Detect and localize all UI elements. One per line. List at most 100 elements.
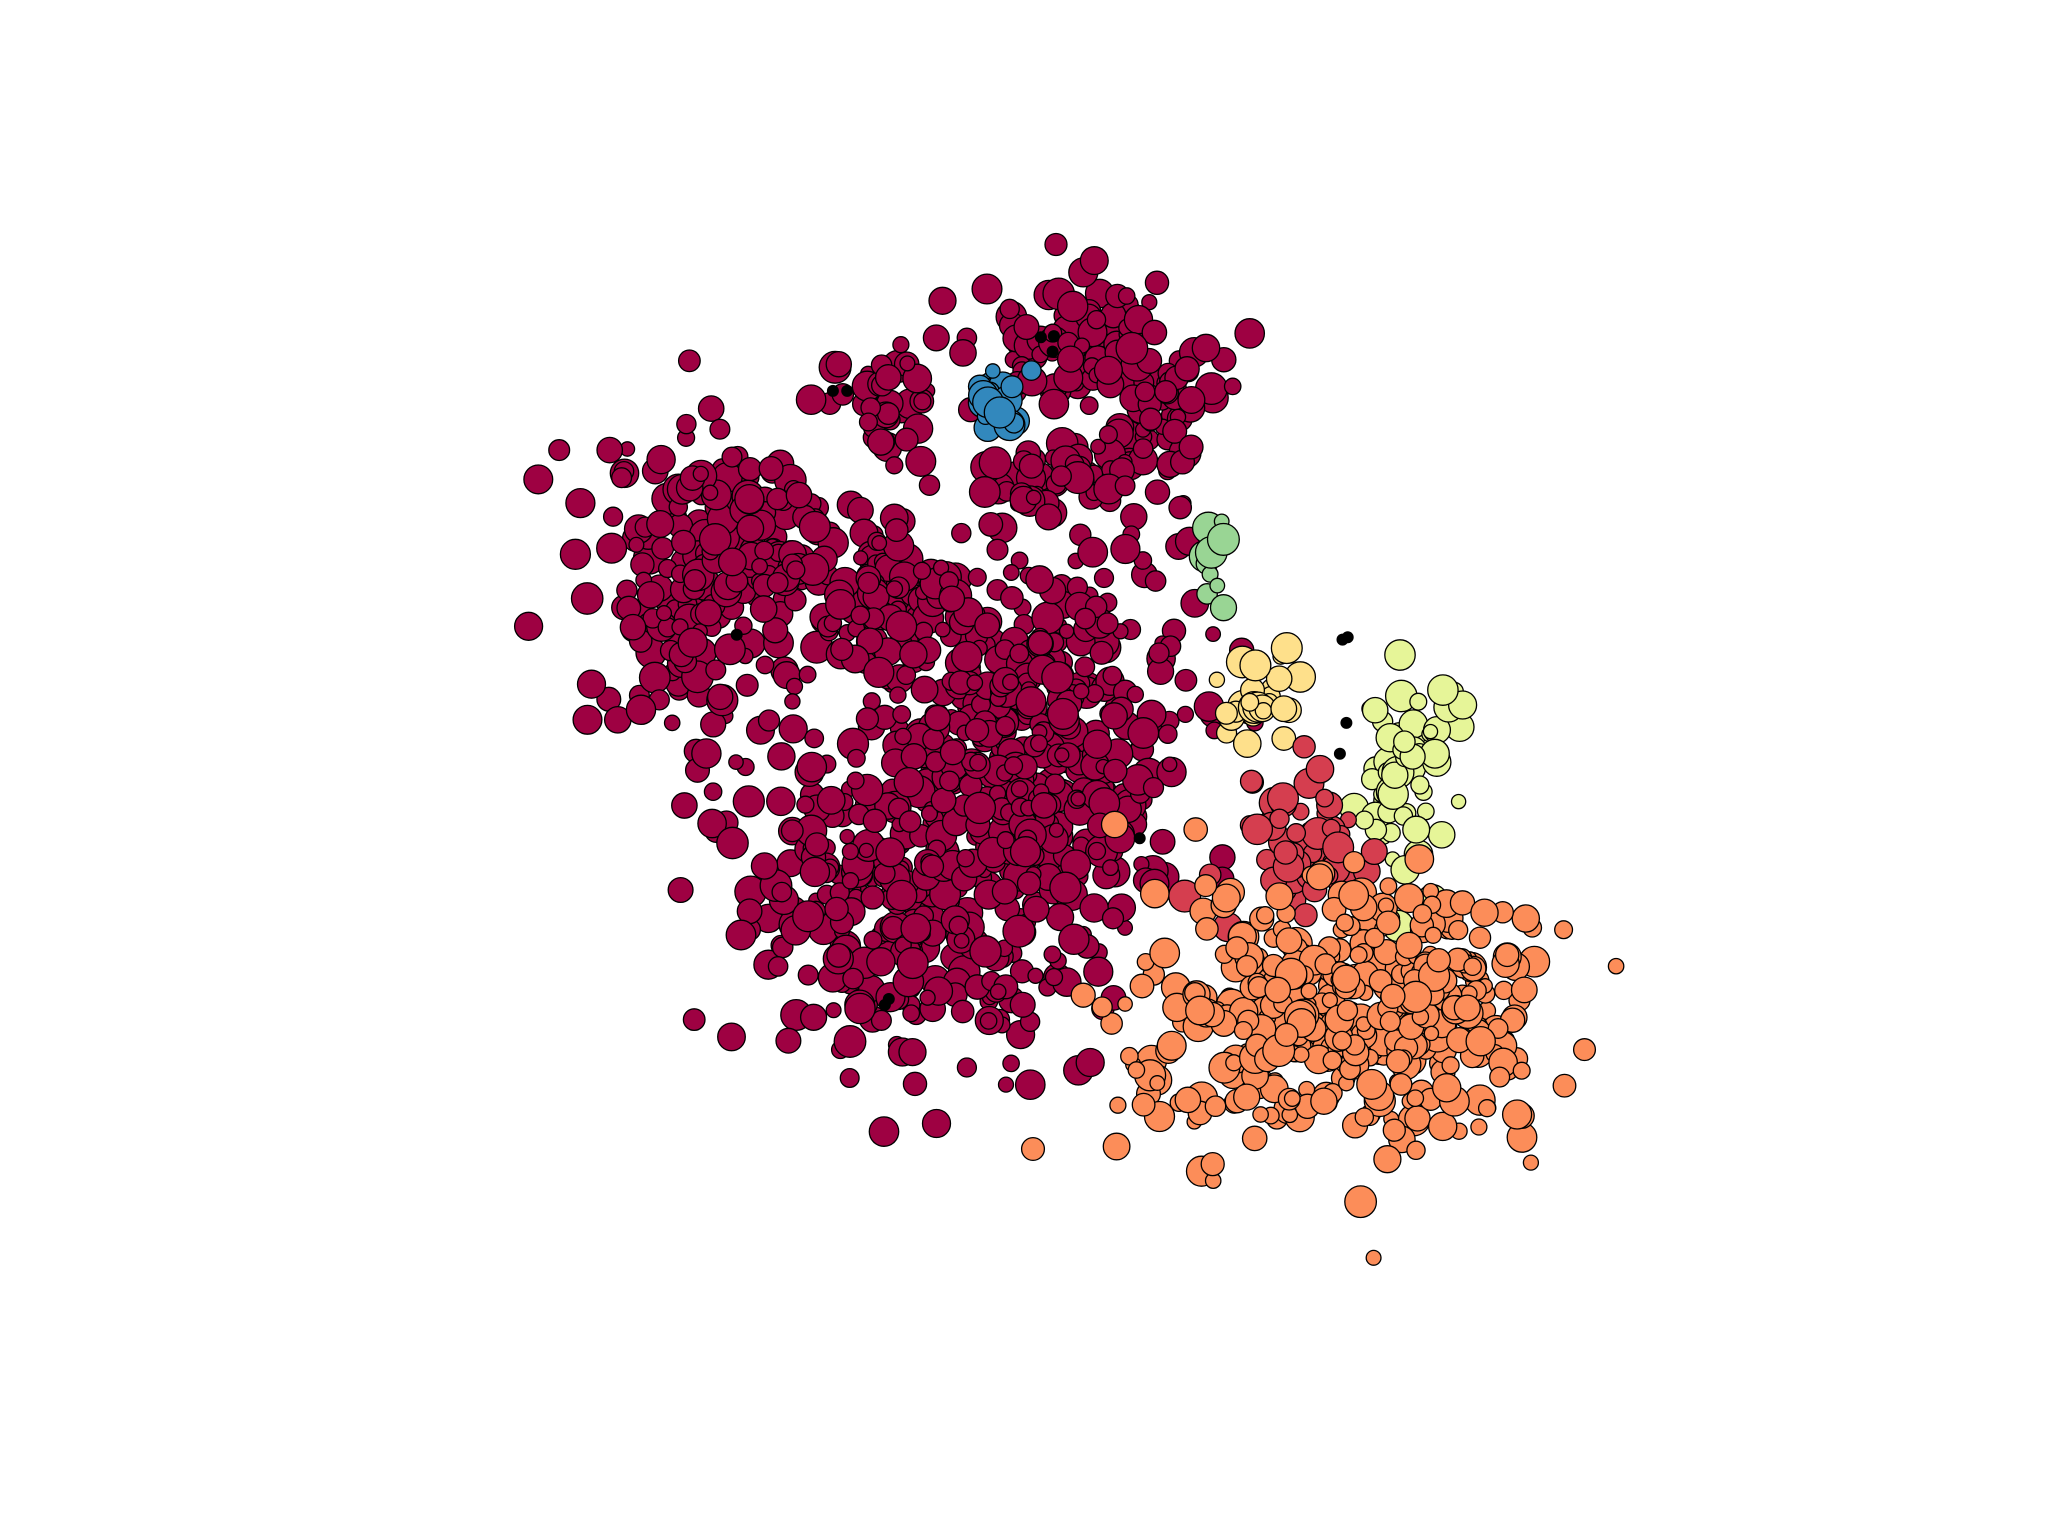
- scatter-point: [1332, 1030, 1352, 1051]
- scatter-point: [1292, 1046, 1310, 1063]
- scatter-point: [1000, 375, 1024, 399]
- scatter-point: [1470, 1118, 1488, 1136]
- scatter-point: [1427, 1111, 1458, 1142]
- scatter-point: [1013, 313, 1040, 341]
- scatter-point: [986, 538, 1009, 561]
- scatter-point: [1056, 345, 1085, 373]
- scatter-point: [978, 511, 1004, 537]
- scatter-point: [1494, 980, 1514, 1001]
- scatter-point: [1335, 913, 1354, 932]
- noise-point: [1034, 331, 1047, 344]
- scatter-point: [1305, 754, 1335, 784]
- scatter-point: [825, 1002, 842, 1019]
- scatter-point: [922, 324, 950, 352]
- scatter-point: [1271, 726, 1297, 751]
- scatter-point: [1322, 1050, 1343, 1071]
- scatter-point: [1381, 761, 1409, 789]
- scatter-point: [1393, 730, 1416, 754]
- scatter-point: [974, 612, 1001, 639]
- scatter-point: [830, 637, 854, 662]
- scatter-point: [1083, 956, 1114, 987]
- scatter-point: [1149, 828, 1176, 855]
- scatter-point: [841, 842, 860, 861]
- scatter-point: [1117, 996, 1133, 1012]
- scatter-point: [999, 298, 1020, 320]
- cluster-mint: [1188, 511, 1240, 622]
- scatter-point: [1002, 914, 1036, 948]
- scatter-point: [1058, 623, 1075, 640]
- scatter-point: [939, 770, 960, 792]
- scatter-point: [758, 455, 784, 482]
- scatter-point: [870, 1009, 892, 1031]
- scatter-point: [698, 523, 732, 556]
- scatter-point: [1232, 729, 1262, 758]
- scatter-point: [924, 704, 951, 732]
- scatter-point: [1204, 1095, 1227, 1118]
- scatter-point: [1044, 773, 1066, 795]
- scatter-point: [570, 582, 604, 615]
- scatter-point: [611, 467, 633, 489]
- scatter-point: [713, 633, 746, 666]
- scatter-point: [1209, 577, 1226, 594]
- scatter-point: [691, 738, 722, 769]
- scatter-point: [717, 547, 747, 577]
- scatter-point: [1148, 642, 1170, 664]
- scatter-point: [636, 580, 665, 609]
- scatter-point: [1144, 479, 1171, 505]
- scatter-point: [1101, 907, 1125, 930]
- scatter-point: [676, 413, 697, 435]
- scatter-point: [796, 795, 815, 814]
- scatter-point: [842, 967, 864, 990]
- scatter-point: [892, 336, 910, 354]
- scatter-point: [949, 339, 977, 367]
- scatter-point: [548, 439, 571, 462]
- scatter-point: [894, 427, 919, 452]
- scatter-point: [1176, 705, 1195, 724]
- scatter-point: [1117, 287, 1136, 305]
- scatter-point: [767, 742, 796, 771]
- scatter-point: [1233, 1083, 1261, 1111]
- scatter-point: [1321, 992, 1339, 1009]
- scatter-point: [1200, 1151, 1225, 1177]
- scatter-point: [799, 1003, 828, 1031]
- scatter-point: [1373, 1145, 1402, 1174]
- scatter-point: [863, 930, 883, 950]
- scatter-point: [928, 286, 957, 315]
- scatter-point: [858, 412, 878, 432]
- scatter-point: [670, 529, 697, 555]
- noise-point: [841, 384, 854, 397]
- scatter-point: [839, 828, 855, 845]
- scatter-point: [1274, 1022, 1299, 1047]
- scatter-point: [1572, 1038, 1597, 1062]
- noise-point: [730, 628, 743, 641]
- scatter-point: [1089, 640, 1114, 665]
- scatter-point: [1349, 945, 1368, 965]
- scatter-point: [1102, 665, 1123, 686]
- scatter-point: [1338, 879, 1370, 911]
- scatter-point: [709, 418, 731, 440]
- cluster-teal: [967, 360, 1042, 443]
- scatter-point: [1431, 1073, 1462, 1103]
- scatter-point: [694, 599, 723, 627]
- scatter-point: [671, 792, 698, 819]
- scatter-point: [1214, 701, 1238, 725]
- scatter-point: [795, 384, 827, 416]
- scatter-point: [737, 456, 763, 482]
- scatter-point: [1310, 1087, 1338, 1115]
- scatter-point: [799, 856, 831, 888]
- scatter-point: [1331, 964, 1361, 994]
- scatter-point: [855, 707, 880, 731]
- scatter-point: [1090, 438, 1107, 455]
- scatter-point: [702, 484, 719, 501]
- scatter-point: [1075, 1047, 1105, 1078]
- scatter-point: [798, 665, 817, 684]
- scatter-point: [717, 1022, 746, 1052]
- scatter-point: [898, 810, 922, 833]
- scatter-point: [1074, 607, 1097, 630]
- scatter-point: [863, 656, 895, 689]
- scatter-point: [1038, 388, 1070, 420]
- scatter-point: [767, 956, 789, 977]
- scatter-point: [1522, 1154, 1540, 1171]
- scatter-point: [969, 753, 988, 772]
- scatter-point: [716, 826, 749, 860]
